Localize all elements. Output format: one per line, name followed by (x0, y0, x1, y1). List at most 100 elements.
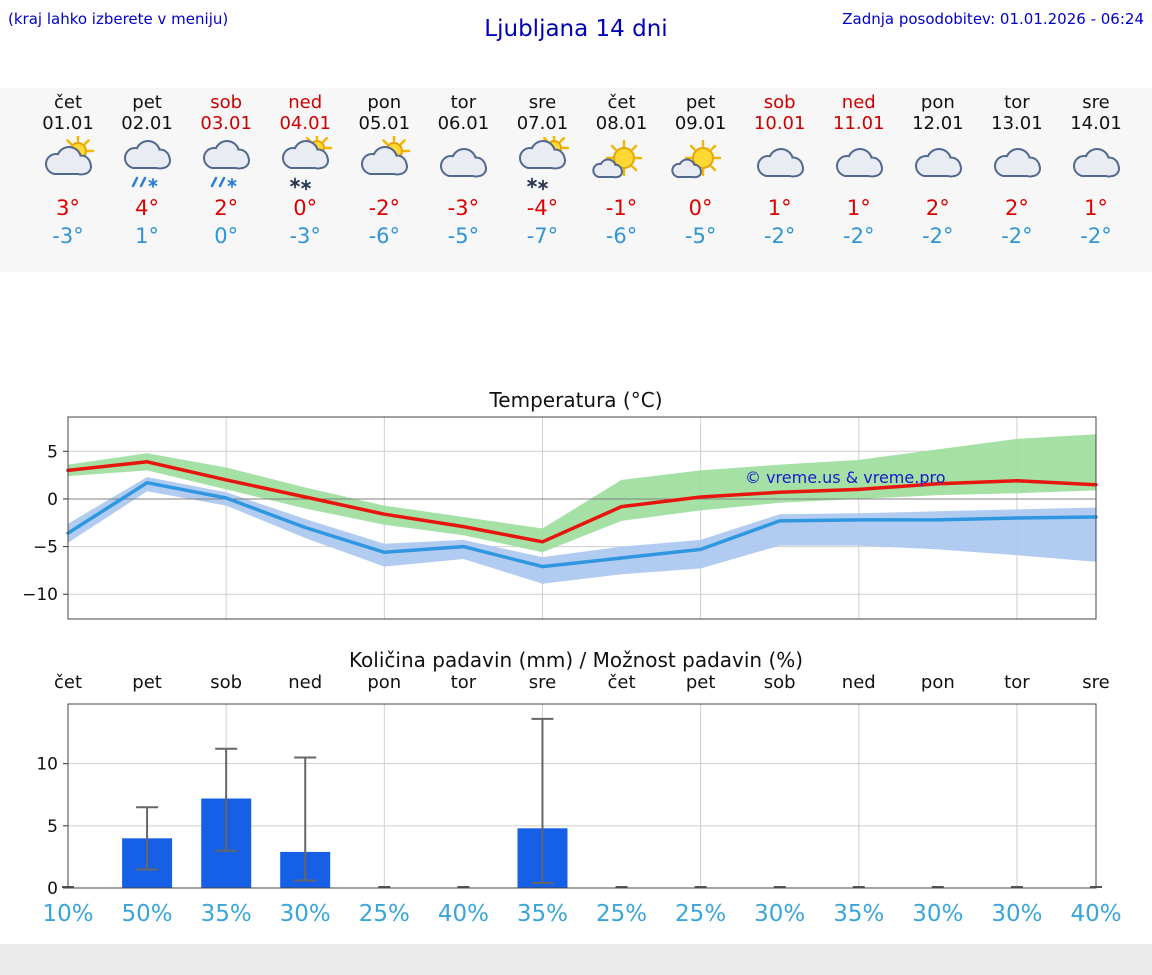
low-temperature: -2° (1080, 224, 1112, 248)
weather-icon-wrap (899, 136, 977, 194)
weather-icon-rain (124, 140, 172, 188)
precip-probability: 30% (279, 901, 331, 927)
day-name: pet (132, 92, 162, 113)
weather-icon-wrap (345, 134, 423, 194)
precipitation-chart: 0 5 10 (36, 703, 1102, 896)
precip-probability: 25% (595, 901, 648, 927)
high-temperature: -1° (605, 196, 638, 220)
forecast-strip: čet 01.01 3° -3° pet 02.01 4° 1° sob 03.01 2° 0° ned… (0, 88, 1152, 272)
weather-icon-wrap (503, 132, 581, 194)
precip-probability: 50% (121, 901, 173, 927)
precip-probability: 30% (991, 901, 1043, 927)
forecast-column: tor 13.01 2° -2° (978, 88, 1056, 248)
low-temperature: -7° (526, 224, 559, 248)
weather-icon-wrap (662, 136, 740, 194)
last-update: Zadnja posodobitev: 01.01.2026 - 06:24 (842, 10, 1144, 28)
day-name: sre (1082, 92, 1110, 113)
max-range-band (68, 434, 1096, 553)
precip-day-label: čet (53, 672, 83, 693)
precip-day-label: sre (1082, 672, 1110, 693)
forecast-column: pet 02.01 4° 1° (108, 88, 186, 248)
precip-day-label: pet (685, 672, 716, 693)
precip-day-label: pon (920, 672, 955, 693)
svg-text:0: 0 (47, 879, 58, 896)
precip-probability: 25% (675, 901, 727, 927)
temperature-chart-title: Temperatura (°C) (489, 388, 663, 412)
precip-day-label: pet (132, 672, 162, 693)
weather-icon-sun-cloud (361, 134, 411, 176)
forecast-column: ned 11.01 1° -2° (820, 88, 898, 248)
day-date: 01.01 (42, 113, 94, 134)
high-temperature: 1° (767, 196, 792, 220)
precip-day-label: sob (210, 672, 243, 693)
day-date: 09.01 (674, 113, 727, 134)
watermark-link[interactable]: © vreme.us & vreme.pro (745, 468, 946, 487)
weather-icon-sun-small-cloud (670, 139, 721, 179)
forecast-column: čet 08.01 -1° -6° (583, 88, 661, 248)
weather-icon-cloud (1073, 148, 1120, 178)
forecast-column: pon 12.01 2° -2° (899, 88, 977, 248)
low-temperature: -2° (763, 224, 796, 248)
day-name: sob (763, 92, 796, 113)
day-date: 08.01 (595, 113, 648, 134)
weather-icon-wrap (1057, 136, 1135, 194)
weather-icon-wrap (108, 136, 186, 194)
svg-text:10: 10 (36, 755, 58, 775)
precip-probability: 25% (358, 901, 410, 927)
weather-icon-cloud (835, 148, 883, 178)
forecast-column: sre 07.01 -4° -7° (503, 88, 581, 248)
forecast-column: sob 10.01 1° -2° (741, 88, 819, 248)
low-temperature: -2° (922, 224, 954, 248)
low-temperature: 1° (135, 224, 159, 248)
day-date: 12.01 (912, 113, 964, 134)
precip-day-label: ned (288, 672, 323, 693)
precipitation-day-labels: čet pet sob ned pon tor sre čet pet sob ned pon tor s… (0, 672, 1152, 696)
day-name: čet (53, 92, 83, 113)
precipitation-chart-title: Količina padavin (mm) / Možnost padavin … (348, 648, 804, 672)
high-temperature: 2° (214, 196, 239, 220)
high-temperature: 0° (293, 196, 318, 220)
weather-icon-wrap (424, 136, 502, 194)
day-date: 07.01 (516, 113, 569, 134)
precip-probability: 30% (912, 901, 964, 927)
weather-icon-wrap (29, 134, 107, 194)
day-date: 13.01 (991, 113, 1043, 134)
precip-day-label: ned (841, 672, 876, 693)
temperature-chart: 5 0 −5 −10 (22, 416, 1098, 620)
svg-text:5: 5 (47, 442, 58, 462)
low-temperature: -6° (368, 224, 401, 248)
precip-probability: 35% (200, 901, 252, 927)
precip-probability: 30% (754, 901, 806, 927)
precip-probability: 40% (437, 901, 489, 927)
precip-day-label: čet (607, 672, 636, 693)
day-date: 04.01 (279, 113, 331, 134)
weather-icon-cloud (440, 148, 488, 178)
weather-icon-cloud (756, 148, 804, 178)
day-name: sob (210, 92, 243, 113)
weather-icon-cloud (993, 148, 1041, 178)
high-temperature: 1° (1084, 196, 1108, 220)
precip-probability: 35% (833, 901, 885, 927)
min-temperature-line (66, 480, 1098, 569)
weather-icon-sun-cloud (45, 134, 95, 176)
forecast-column: sre 14.01 1° -2° (1057, 88, 1135, 248)
day-name: tor (450, 92, 477, 113)
day-name: pon (367, 92, 402, 113)
precip-probability: 35% (516, 901, 569, 927)
menu-hint[interactable]: (kraj lahko izberete v meniju) (8, 10, 229, 28)
precip-day-label: tor (450, 672, 477, 693)
low-temperature: -2° (1001, 224, 1033, 248)
high-temperature: -2° (368, 196, 401, 220)
low-temperature: -5° (684, 224, 717, 248)
weather-icon-wrap (583, 136, 661, 194)
precip-day-label: pon (367, 672, 402, 693)
page-title: Ljubljana 14 dni (484, 16, 668, 42)
high-temperature: 1° (846, 196, 871, 220)
low-temperature: -6° (605, 224, 638, 248)
day-name: tor (1004, 92, 1030, 113)
high-temperature: -3° (447, 196, 480, 220)
day-name: ned (841, 92, 876, 113)
precip-probability: 10% (42, 901, 94, 927)
day-name: pet (685, 92, 716, 113)
day-date: 02.01 (121, 113, 173, 134)
